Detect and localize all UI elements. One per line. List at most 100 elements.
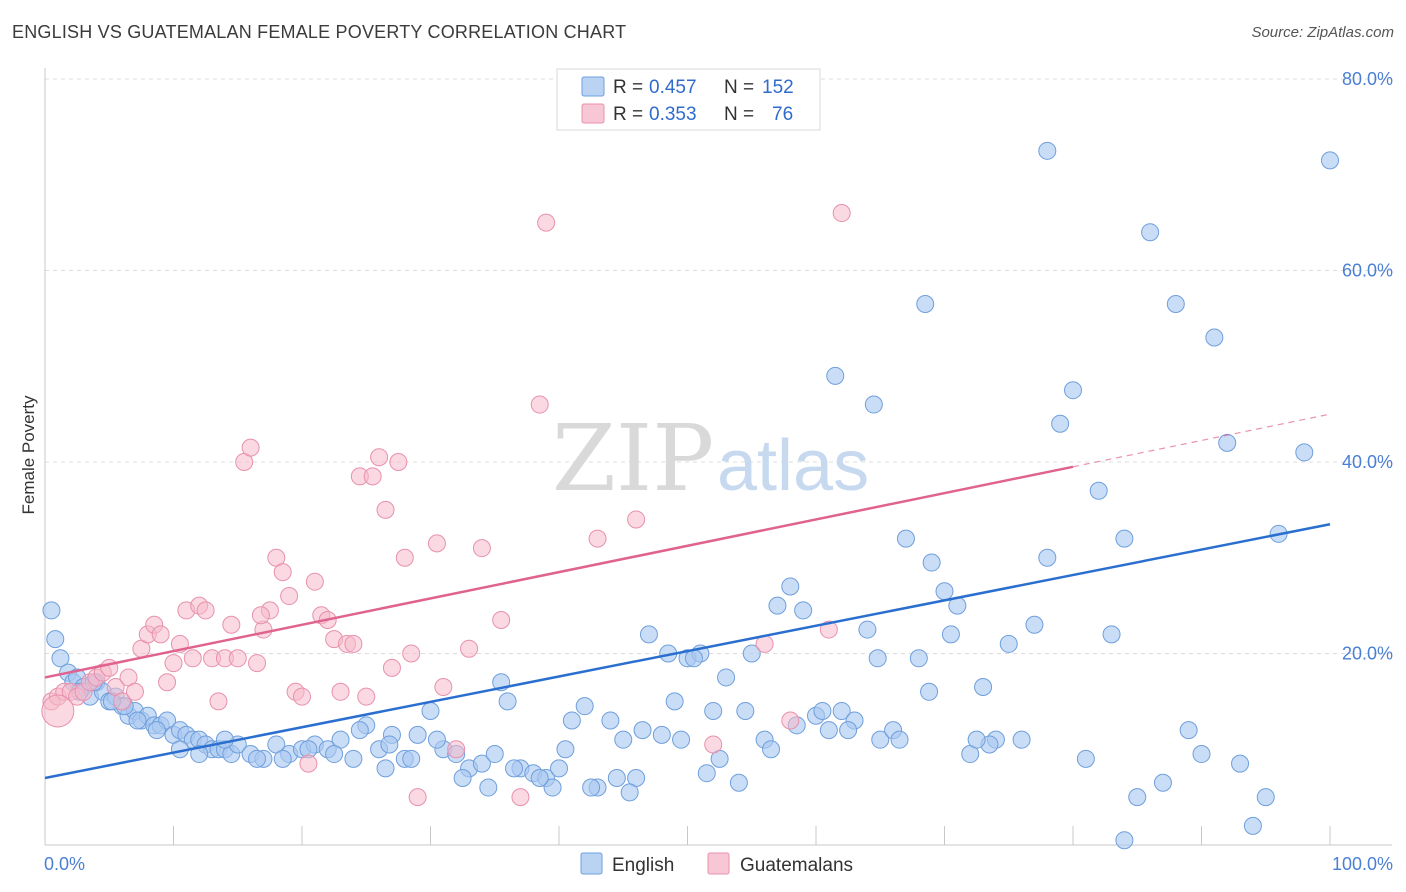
watermark-zip: ZIP <box>552 405 714 512</box>
point-english <box>1012 730 1031 749</box>
point-english <box>839 721 858 740</box>
point-english <box>967 730 986 749</box>
point-english <box>922 553 941 572</box>
point-english <box>896 529 915 548</box>
point-guatemalans <box>241 438 260 457</box>
point-english <box>1153 773 1172 792</box>
legend-n-label-guatemalans: N = <box>724 104 754 125</box>
point-english <box>1076 749 1095 768</box>
point-english <box>582 778 601 797</box>
point-english <box>128 711 147 730</box>
point-english <box>1141 223 1160 242</box>
point-guatemalans <box>511 788 530 807</box>
point-guatemalans <box>492 610 511 629</box>
legend-n-label-english: N = <box>724 77 754 98</box>
point-english <box>556 740 575 759</box>
point-english <box>736 701 755 720</box>
point-english <box>826 366 845 385</box>
point-english <box>1256 788 1275 807</box>
point-english <box>781 577 800 596</box>
point-guatemalans <box>376 500 395 519</box>
point-english <box>794 601 813 620</box>
point-english <box>1295 443 1314 462</box>
point-english <box>639 625 658 644</box>
point-guatemalans <box>280 587 299 606</box>
point-english <box>1243 816 1262 835</box>
point-english <box>620 783 639 802</box>
chart-source: Source: ZipAtlas.com <box>1251 24 1394 41</box>
watermark-atlas: atlas <box>717 426 869 506</box>
legend-r-label-english: R = <box>613 77 643 98</box>
point-english <box>402 749 421 768</box>
trend-extension-guatemalans <box>1072 413 1331 468</box>
point-guatemalans <box>357 687 376 706</box>
chart-title: ENGLISH VS GUATEMALAN FEMALE POVERTY COR… <box>12 22 627 42</box>
point-guatemalans <box>344 634 363 653</box>
point-english <box>672 730 691 749</box>
point-english <box>562 711 581 730</box>
point-english <box>543 778 562 797</box>
point-english <box>1051 414 1070 433</box>
point-english <box>42 601 61 620</box>
point-english <box>421 701 440 720</box>
point-english <box>684 649 703 668</box>
point-guatemalans <box>537 213 556 232</box>
point-guatemalans <box>331 682 350 701</box>
x-tick-label-1: 100.0% <box>1332 854 1393 874</box>
point-english <box>1064 381 1082 400</box>
point-guatemalans <box>305 572 324 591</box>
legend-swatch-english <box>581 76 605 97</box>
y-tick-label-0: 20.0% <box>1342 644 1393 664</box>
trend-line-english <box>44 523 1331 780</box>
point-english <box>813 701 832 720</box>
legend-n-value-english: 152 <box>762 77 794 98</box>
legend-r-label-guatemalans: R = <box>613 104 643 125</box>
point-english <box>762 740 781 759</box>
point-guatemalans <box>588 529 607 548</box>
axes <box>44 68 1392 846</box>
point-english <box>1231 754 1250 773</box>
point-english <box>46 630 65 649</box>
point-english <box>717 668 736 687</box>
point-english <box>248 749 267 768</box>
point-english <box>376 759 395 778</box>
point-english <box>999 634 1018 653</box>
point-english <box>1192 745 1211 764</box>
point-english <box>742 644 761 663</box>
series-legend: English Guatemalans <box>580 852 853 876</box>
point-english <box>427 730 446 749</box>
point-guatemalans <box>832 204 851 223</box>
point-guatemalans <box>125 682 144 701</box>
point-english <box>614 730 633 749</box>
y-tick-labels: 20.0% 40.0% 60.0% 80.0% <box>1342 69 1393 664</box>
point-guatemalans <box>183 649 202 668</box>
point-english <box>350 721 369 740</box>
point-guatemalans <box>228 649 247 668</box>
point-guatemalans <box>819 620 838 639</box>
point-english <box>601 711 620 730</box>
legend-swatch-guatemalans <box>581 103 605 124</box>
point-english <box>633 721 652 740</box>
bottom-legend-label-guatemalans: Guatemalans <box>740 855 853 876</box>
point-english <box>1166 295 1185 314</box>
point-guatemalans <box>704 735 723 754</box>
point-guatemalans <box>363 467 382 486</box>
y-axis-label: Female Poverty <box>19 395 38 515</box>
point-guatemalans <box>41 694 75 728</box>
point-guatemalans <box>299 754 318 773</box>
trend-line-guatemalans <box>44 465 1074 679</box>
point-english <box>408 725 427 744</box>
point-english <box>51 649 70 668</box>
point-english <box>1218 433 1237 452</box>
point-english <box>941 625 960 644</box>
point-english <box>935 582 954 601</box>
point-guatemalans <box>389 453 408 471</box>
trend-lines <box>44 413 1331 780</box>
point-english <box>273 749 292 768</box>
legend-r-value-english: 0.457 <box>649 77 697 98</box>
point-guatemalans <box>434 678 453 697</box>
point-guatemalans <box>158 673 177 692</box>
point-english <box>550 759 568 778</box>
legend-n-value-guatemalans: 76 <box>772 104 793 125</box>
series-english <box>42 141 1339 850</box>
